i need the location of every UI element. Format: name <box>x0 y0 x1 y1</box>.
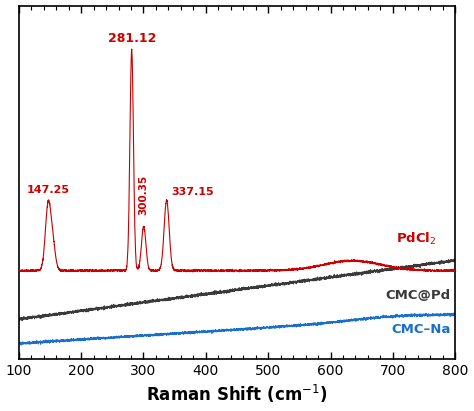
Text: CMC–Na: CMC–Na <box>392 323 451 336</box>
Text: PdCl$_2$: PdCl$_2$ <box>396 231 437 247</box>
Text: 147.25: 147.25 <box>27 185 70 195</box>
Text: CMC@Pd: CMC@Pd <box>386 289 451 302</box>
Text: 337.15: 337.15 <box>172 187 214 196</box>
Text: 281.12: 281.12 <box>108 32 156 45</box>
Text: 300.35: 300.35 <box>138 175 148 215</box>
X-axis label: Raman Shift (cm$^{-1}$): Raman Shift (cm$^{-1}$) <box>146 383 328 405</box>
